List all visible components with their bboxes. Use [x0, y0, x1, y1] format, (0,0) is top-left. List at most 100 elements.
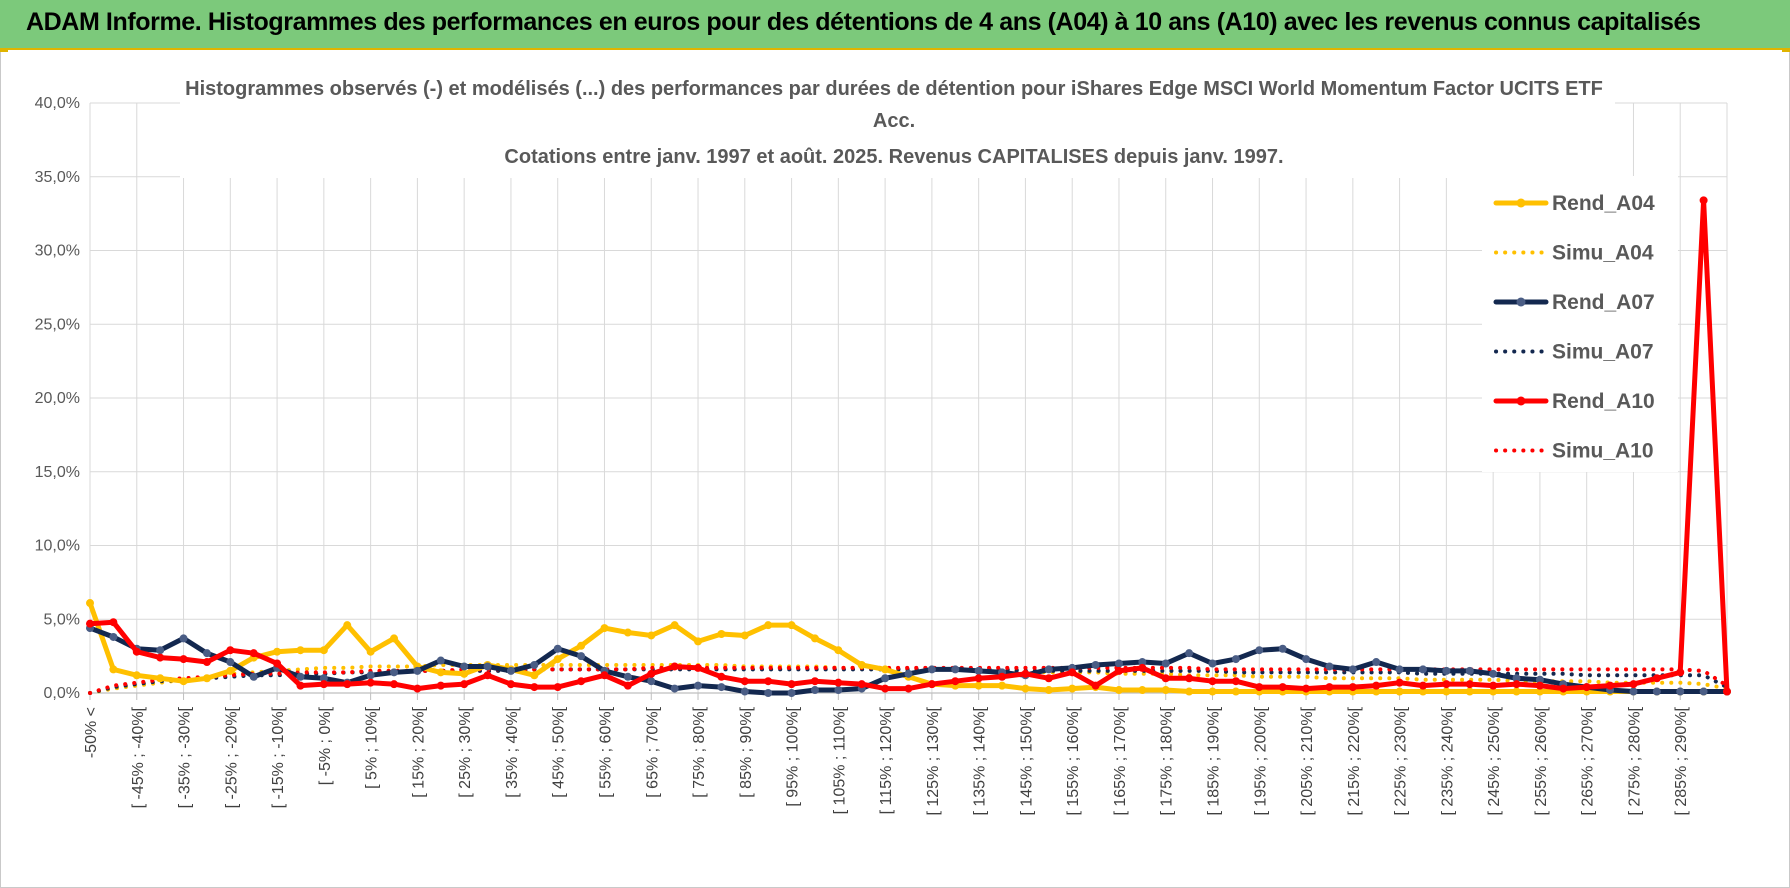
data-point-rend-a07: [1512, 674, 1521, 683]
x-tick-label: -50% <: [83, 707, 100, 758]
data-point-rend-a10: [156, 653, 165, 662]
data-point-rend-a07: [927, 665, 936, 674]
data-point-rend-a07: [460, 662, 469, 671]
data-point-rend-a10: [764, 677, 773, 686]
data-point-rend-a04: [86, 599, 94, 608]
data-point-rend-a10: [1606, 681, 1615, 690]
x-tick-label: [ 275% ; 280%[: [1626, 706, 1643, 815]
data-point-rend-a10: [1302, 684, 1311, 693]
x-tick-label: [ 225% ; 230%[: [1393, 706, 1410, 815]
data-point-rend-a07: [202, 649, 211, 658]
data-point-rend-a10: [1372, 681, 1381, 690]
data-point-rend-a10: [1418, 681, 1427, 690]
data-point-rend-a07: [810, 686, 819, 695]
data-point-rend-a10: [483, 671, 492, 680]
data-point-rend-a04: [1372, 687, 1381, 696]
data-point-rend-a10: [1208, 677, 1217, 686]
chart-title-line-3: Cotations entre janv. 1997 et août. 2025…: [504, 146, 1283, 168]
data-point-rend-a04: [1185, 687, 1194, 696]
data-point-rend-a10: [1021, 669, 1030, 678]
data-point-rend-a10: [273, 659, 282, 668]
data-point-rend-a10: [1255, 683, 1264, 692]
data-point-rend-a04: [1535, 687, 1544, 696]
data-point-rend-a04: [974, 681, 983, 690]
legend-label-rend-a10: Rend_A10: [1552, 390, 1655, 413]
data-point-rend-a10: [951, 677, 960, 686]
data-point-rend-a07: [951, 665, 960, 674]
data-point-rend-a07: [296, 672, 305, 681]
data-point-rend-a07: [647, 677, 656, 686]
data-point-rend-a04: [810, 634, 819, 643]
data-point-rend-a10: [1231, 677, 1240, 686]
data-point-rend-a10: [787, 680, 796, 689]
chart-title-line-2: Acc.: [873, 110, 915, 132]
x-tick-label: [ 45% ; 50%[: [551, 706, 568, 797]
data-point-rend-a10: [226, 646, 235, 655]
data-point-rend-a07: [1044, 665, 1053, 674]
data-point-rend-a04: [553, 655, 562, 664]
data-point-rend-a04: [436, 668, 445, 677]
y-tick-label: 5,0%: [44, 611, 80, 628]
legend-label-rend-a04: Rend_A04: [1552, 192, 1655, 215]
x-tick-label: [ 55% ; 60%[: [597, 706, 614, 797]
data-point-rend-a04: [764, 621, 773, 630]
legend-label-simu-a04: Simu_A04: [1552, 242, 1654, 265]
data-point-rend-a10: [998, 672, 1007, 681]
data-point-rend-a10: [1091, 681, 1100, 690]
data-point-rend-a04: [366, 647, 375, 656]
data-point-rend-a10: [1325, 683, 1334, 692]
data-point-rend-a07: [1114, 659, 1123, 668]
series-line-rend-a10: [87, 197, 1730, 694]
x-tick-label: [ -35% ; -30%[: [177, 706, 194, 808]
data-point-rend-a07: [483, 662, 492, 671]
banner: ADAM Informe. Histogrammes des performan…: [0, 0, 1790, 50]
x-tick-label: [ 185% ; 190%[: [1206, 706, 1223, 815]
data-point-rend-a07: [1231, 655, 1240, 664]
data-point-rend-a07: [109, 632, 118, 641]
y-tick-label: 10,0%: [35, 538, 80, 555]
legend-label-simu-a07: Simu_A07: [1552, 341, 1654, 364]
data-point-rend-a04: [1512, 687, 1521, 696]
data-point-rend-a04: [647, 631, 656, 640]
data-point-rend-a04: [1442, 687, 1451, 696]
data-point-rend-a10: [109, 618, 118, 627]
data-point-rend-a04: [319, 646, 328, 655]
data-point-rend-a10: [319, 680, 328, 689]
data-point-rend-a10: [553, 683, 562, 692]
data-point-rend-a04: [202, 674, 211, 683]
x-tick-label: [ 5% ; 10%[: [364, 706, 381, 788]
legend-background: [1482, 176, 1678, 472]
data-point-rend-a10: [1161, 674, 1170, 683]
data-point-rend-a10: [881, 684, 890, 693]
series-rend-a07: [86, 624, 1731, 697]
x-tick-label: [ 175% ; 180%[: [1159, 706, 1176, 815]
data-point-rend-a10: [202, 658, 211, 667]
data-point-rend-a10: [857, 680, 866, 689]
banner-title: ADAM Informe. Histogrammes des performan…: [26, 8, 1701, 36]
data-point-rend-a04: [109, 665, 118, 674]
data-point-rend-a10: [740, 677, 749, 686]
data-point-rend-a10: [1489, 681, 1498, 690]
x-tick-label: [ 65% ; 70%[: [644, 706, 661, 797]
x-tick-label: [ 135% ; 140%[: [972, 706, 989, 815]
data-point-rend-a10: [623, 681, 632, 690]
x-tick-label: [ 285% ; 290%[: [1673, 706, 1690, 815]
data-point-rend-a10: [647, 669, 656, 678]
data-point-rend-a04: [1231, 687, 1240, 696]
data-point-rend-a04: [1395, 687, 1404, 696]
data-point-rend-a10: [460, 680, 469, 689]
data-point-rend-a04: [273, 647, 282, 656]
x-tick-label: [ -15% ; -10%[: [270, 706, 287, 808]
data-point-rend-a04: [694, 637, 703, 646]
data-point-rend-a10: [86, 619, 94, 628]
data-point-rend-a10: [1676, 668, 1685, 677]
data-point-rend-a10: [530, 683, 539, 692]
data-point-rend-a10: [1395, 678, 1404, 687]
data-point-rend-a04: [1465, 687, 1474, 696]
x-tick-label: [ 205% ; 210%[: [1299, 706, 1316, 815]
data-point-rend-a07: [1535, 675, 1544, 684]
data-point-rend-a10: [1348, 683, 1357, 692]
data-point-rend-a10: [1114, 666, 1123, 675]
data-point-rend-a10: [904, 684, 913, 693]
data-point-rend-a04: [1208, 687, 1217, 696]
